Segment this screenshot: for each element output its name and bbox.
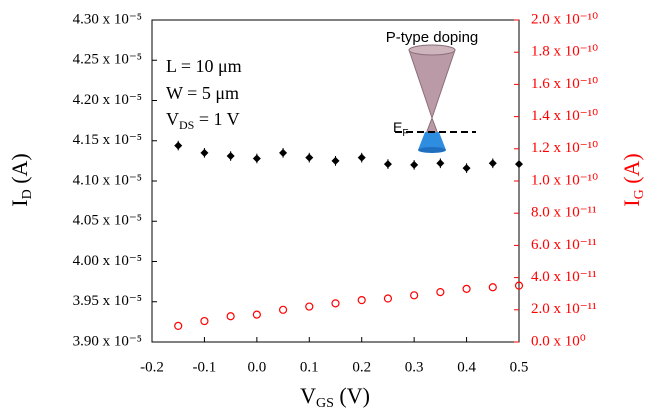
length-label: L = 10 μm — [166, 56, 242, 76]
data-point — [278, 305, 288, 314]
y2-tick-label: 1.4 x 10⁻¹⁰ — [531, 108, 598, 124]
x-label-sub: GS — [316, 396, 334, 411]
data-point — [226, 152, 235, 161]
data-point — [226, 312, 235, 321]
y2-tick-label: 2.0 x 10⁻¹¹ — [531, 301, 597, 317]
y-tick-label: 4.30 x 10⁻⁵ — [73, 11, 142, 27]
data-point — [436, 159, 445, 168]
data-point — [357, 296, 366, 305]
data-point — [514, 281, 524, 290]
y2-tick-label: 1.0 x 10⁻¹⁰ — [531, 172, 598, 188]
data-point — [515, 160, 523, 169]
x-tick-label: -0.1 — [193, 359, 217, 375]
vds-label: VDS = 1 V — [166, 109, 240, 132]
x-axis-label: VGS (V) — [300, 383, 370, 411]
data-point — [331, 299, 340, 308]
data-point — [410, 160, 419, 169]
x-label-rest: (V) — [334, 383, 370, 408]
y-tick-label: 3.90 x 10⁻⁵ — [73, 333, 142, 349]
y2-tick-label: 0.0 x 10⁰ — [531, 333, 586, 349]
x-tick-label: 0.5 — [510, 359, 529, 375]
data-point — [252, 154, 261, 163]
y-tick-label: 4.00 x 10⁻⁵ — [73, 253, 142, 269]
vds-rest: = 1 V — [194, 109, 239, 129]
x-tick-label: 0.2 — [352, 359, 371, 375]
data-point — [436, 287, 445, 297]
y2-label-rest: (A) — [619, 153, 644, 189]
y-tick-label: 4.25 x 10⁻⁵ — [73, 52, 142, 68]
data-point — [410, 291, 419, 300]
fermi-sub: F — [402, 128, 408, 139]
y2-label-sub: G — [632, 189, 647, 199]
y2-tick-label: 1.8 x 10⁻¹⁰ — [531, 44, 598, 60]
y-label-main: I — [7, 199, 32, 206]
y-tick-label: 4.10 x 10⁻⁵ — [73, 172, 142, 188]
y-tick-label: 3.95 x 10⁻⁵ — [73, 293, 142, 309]
data-point — [383, 160, 392, 169]
y-tick-label: 4.20 x 10⁻⁵ — [73, 92, 142, 108]
vds-sub: DS — [179, 118, 194, 132]
data-point — [357, 153, 366, 162]
y2-tick-label: 1.6 x 10⁻¹⁰ — [531, 76, 598, 92]
y2-tick-label: 8.0 x 10⁻¹¹ — [531, 205, 597, 221]
data-point — [383, 294, 393, 303]
data-point — [252, 310, 261, 319]
y2-tick-label: 4.0 x 10⁻¹¹ — [531, 269, 597, 285]
data-point — [200, 148, 209, 157]
data-point — [488, 283, 497, 292]
data-point — [305, 153, 314, 162]
fermi-main: E — [393, 119, 402, 135]
vds-main: V — [166, 109, 179, 129]
y-tick-label: 4.15 x 10⁻⁵ — [73, 132, 142, 148]
x-tick-label: 0.1 — [300, 359, 319, 375]
data-point — [462, 284, 471, 293]
dirac-cone — [395, 44, 476, 153]
y2-axis-label: IG (A) — [619, 153, 647, 207]
y2-label-main: I — [619, 199, 644, 206]
y2-tick-label: 6.0 x 10⁻¹¹ — [531, 237, 597, 253]
y2-tick-label: 2.0 x 10⁻¹⁰ — [531, 11, 598, 27]
y-label-sub: D — [20, 189, 35, 199]
data-point — [174, 321, 183, 330]
width-label: W = 5 μm — [166, 83, 239, 103]
y-tick-label: 4.05 x 10⁻⁵ — [73, 213, 142, 229]
data-point — [488, 159, 497, 168]
x-tick-label: 0.0 — [247, 359, 266, 375]
fermi-label: EF — [393, 119, 408, 139]
data-point — [200, 316, 209, 326]
doping-label: P-type doping — [386, 29, 479, 46]
data-point — [305, 302, 314, 311]
data-point — [279, 148, 288, 157]
y-axis-label: ID (A) — [7, 153, 35, 207]
data-point — [462, 164, 471, 173]
x-label-main: V — [300, 383, 316, 408]
data-point — [174, 141, 183, 150]
y-label-rest: (A) — [7, 153, 32, 189]
data-point — [331, 156, 340, 165]
y2-tick-label: 1.2 x 10⁻¹⁰ — [531, 140, 598, 156]
x-tick-label: -0.2 — [140, 359, 164, 375]
x-tick-label: 0.4 — [457, 359, 476, 375]
x-tick-label: 0.3 — [405, 359, 424, 375]
